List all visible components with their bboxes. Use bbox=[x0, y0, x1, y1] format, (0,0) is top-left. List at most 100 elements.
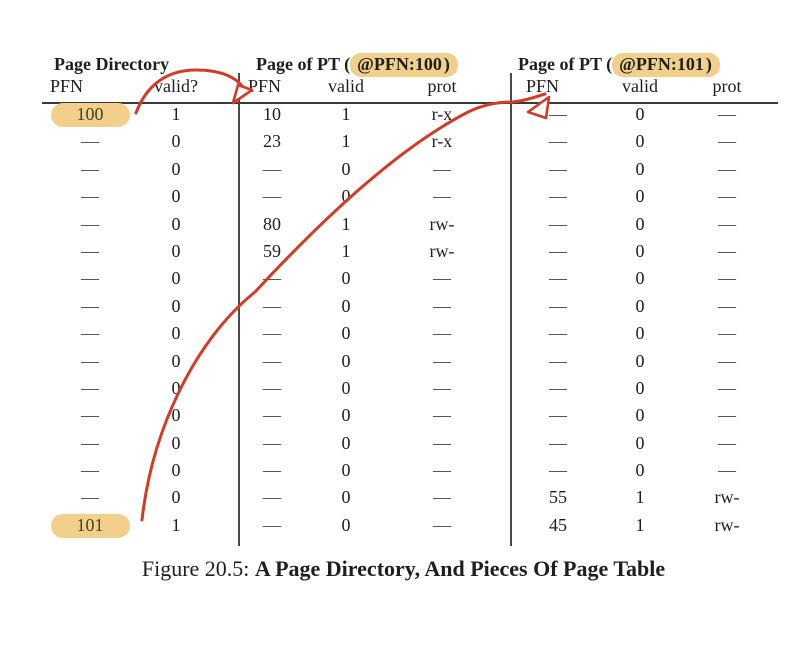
table-cell-valid: 0 bbox=[341, 487, 351, 508]
table-cell-pfn: — bbox=[549, 460, 567, 481]
table-cell-valid: 0 bbox=[341, 514, 351, 535]
table-cell-pfn: — bbox=[263, 514, 281, 535]
table-cell-valid: 0 bbox=[341, 323, 351, 344]
table-cell-valid: 0 bbox=[171, 405, 181, 426]
table-cell-pfn: — bbox=[549, 131, 567, 152]
table-cell-pfn: — bbox=[263, 186, 281, 207]
figure-caption-text: A Page Directory, And Pieces Of Page Tab… bbox=[254, 556, 666, 581]
table-cell-pfn: 45 bbox=[549, 514, 567, 535]
table-cell-pfn: — bbox=[549, 186, 567, 207]
table-cell-valid: 0 bbox=[171, 350, 181, 371]
table-cell-prot: — bbox=[718, 323, 736, 344]
table-cell-pfn: — bbox=[81, 405, 99, 426]
table-cell-valid: 0 bbox=[341, 432, 351, 453]
table-cell-prot: — bbox=[433, 487, 451, 508]
table-divider-left bbox=[238, 73, 240, 546]
table-cell-pfn: — bbox=[81, 213, 99, 234]
table-cell-prot: rw- bbox=[429, 240, 455, 261]
column-header-prot: prot bbox=[712, 76, 742, 96]
table-cell-pfn: 100 bbox=[40, 101, 140, 128]
table-cell-pfn: — bbox=[81, 432, 99, 453]
table-cell-pfn: — bbox=[549, 350, 567, 371]
table-cell-valid: 0 bbox=[341, 405, 351, 426]
table-cell-valid: 0 bbox=[635, 295, 645, 316]
table-cell-valid: 0 bbox=[171, 131, 181, 152]
table-cell-pfn: — bbox=[549, 104, 567, 124]
table-cell-pfn: — bbox=[263, 432, 281, 453]
table-cell-valid: 0 bbox=[341, 377, 351, 398]
table-cell-valid: 0 bbox=[635, 432, 645, 453]
table-cell-valid: 1 bbox=[171, 514, 181, 535]
table-cell-valid: 0 bbox=[635, 323, 645, 344]
table-cell-pfn: — bbox=[549, 158, 567, 179]
column-header-valid: valid bbox=[622, 76, 658, 96]
table-cell-valid: 0 bbox=[171, 487, 181, 508]
table-cell-valid: 0 bbox=[635, 213, 645, 234]
table-cell-pfn: — bbox=[81, 295, 99, 316]
table-divider-right bbox=[510, 73, 512, 546]
pt100-title: Page of PT (@PFN:100) bbox=[256, 51, 458, 77]
table-cell-pfn: — bbox=[263, 405, 281, 426]
table-cell-prot: — bbox=[433, 268, 451, 289]
table-cell-prot: — bbox=[433, 377, 451, 398]
table-cell-prot: — bbox=[433, 350, 451, 371]
column-header-pfn: PFN bbox=[50, 76, 84, 96]
table-cell-valid: 0 bbox=[171, 377, 181, 398]
table-cell-pfn: — bbox=[263, 323, 281, 344]
table-cell-pfn: — bbox=[81, 350, 99, 371]
table-cell-valid: 1 bbox=[341, 131, 351, 152]
table-cell-prot: — bbox=[433, 514, 451, 535]
table-cell-valid: 0 bbox=[171, 158, 181, 179]
table-cell-pfn: — bbox=[263, 377, 281, 398]
table-cell-valid: 0 bbox=[635, 240, 645, 261]
table-cell-valid: 0 bbox=[341, 460, 351, 481]
table-cell-valid: 1 bbox=[341, 213, 351, 234]
table-cell-pfn: 80 bbox=[263, 213, 281, 234]
table-cell-prot: — bbox=[718, 268, 736, 289]
table-cell-prot: rw- bbox=[714, 487, 740, 508]
table-cell-prot: — bbox=[433, 405, 451, 426]
table-cell-valid: 0 bbox=[171, 323, 181, 344]
table-cell-valid: 0 bbox=[635, 350, 645, 371]
table-cell-pfn: — bbox=[263, 268, 281, 289]
table-cell-pfn: — bbox=[549, 405, 567, 426]
table-cell-valid: 0 bbox=[635, 268, 645, 289]
table-cell-prot: rw- bbox=[429, 213, 455, 234]
pt100-title-prefix: Page of PT ( bbox=[256, 54, 351, 74]
table-cell-pfn: — bbox=[81, 460, 99, 481]
table-cell-valid: 1 bbox=[341, 240, 351, 261]
table-cell-prot: — bbox=[718, 295, 736, 316]
table-cell-valid: 1 bbox=[171, 104, 181, 124]
table-cell-valid: 0 bbox=[341, 158, 351, 179]
table-cell-pfn: 101 bbox=[40, 512, 140, 539]
table-cell-prot: — bbox=[433, 295, 451, 316]
table-cell-pfn: — bbox=[549, 268, 567, 289]
table-cell-pfn: 10 bbox=[263, 104, 281, 124]
table-cell-prot: — bbox=[718, 432, 736, 453]
table-cell-pfn: — bbox=[81, 377, 99, 398]
column-header-valid: valid? bbox=[154, 76, 198, 96]
column-header-prot: prot bbox=[427, 76, 457, 96]
pt101-pfn-highlight: @PFN:101 bbox=[612, 53, 720, 77]
figure-caption: Figure 20.5: A Page Directory, And Piece… bbox=[0, 554, 807, 584]
table-cell-prot: — bbox=[718, 131, 736, 152]
table-cell-pfn: — bbox=[263, 460, 281, 481]
table-cell-prot: — bbox=[718, 213, 736, 234]
table-cell-valid: 0 bbox=[171, 240, 181, 261]
pt100-pfn-highlight: @PFN:100 bbox=[350, 53, 458, 77]
table-cell-pfn: — bbox=[81, 131, 99, 152]
table-cell-pfn: — bbox=[549, 377, 567, 398]
table-cell-prot: — bbox=[718, 240, 736, 261]
table-cell-valid: 1 bbox=[635, 514, 645, 535]
column-header-valid: valid bbox=[328, 76, 364, 96]
table-cell-valid: 0 bbox=[171, 213, 181, 234]
table-cell-pfn: 23 bbox=[263, 131, 281, 152]
table-cell-prot: — bbox=[433, 158, 451, 179]
highlighted-pfn: 101 bbox=[50, 513, 130, 538]
table-cell-valid: 0 bbox=[171, 186, 181, 207]
pt100-rows: 10 1 r-x 23 1 r-x — 0 — — 0 — 80 1 rw- 59 1 rw- — 0 — — 0 — — 0 — —… bbox=[244, 101, 492, 539]
table-cell-valid: 0 bbox=[635, 186, 645, 207]
table-cell-prot: — bbox=[433, 186, 451, 207]
table-cell-pfn: — bbox=[549, 323, 567, 344]
table-cell-valid: 0 bbox=[635, 104, 645, 124]
